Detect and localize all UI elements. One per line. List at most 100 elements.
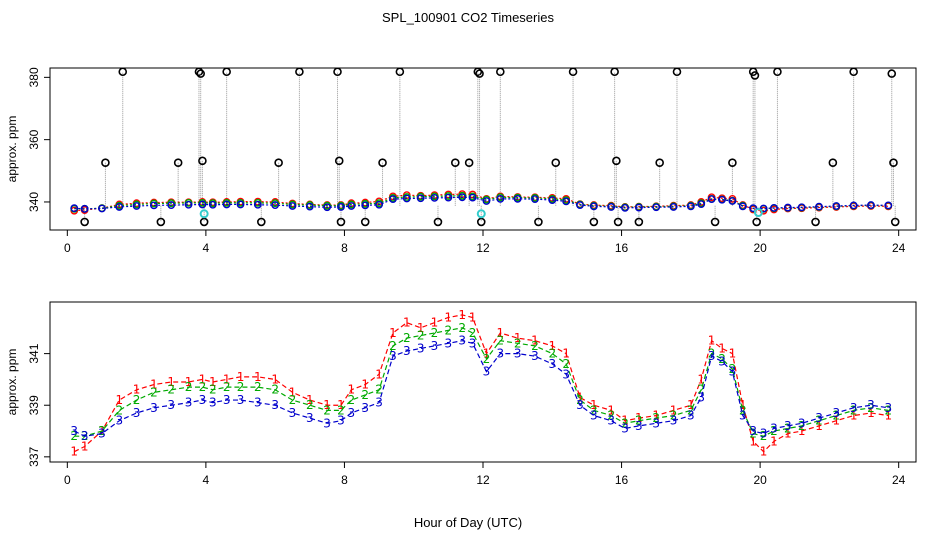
bottom-series-1-point: 1 xyxy=(548,339,556,353)
top-series-3-point xyxy=(513,194,522,203)
bottom-series-1-point: 1 xyxy=(531,334,539,348)
spike-point xyxy=(534,217,543,227)
top-series-3-point xyxy=(815,202,823,211)
bottom-series-2-point: 2 xyxy=(431,326,439,340)
spike-point xyxy=(828,158,838,168)
bottom-series-2-point: 2 xyxy=(458,321,466,335)
bottom-series-1-point: 1 xyxy=(289,385,297,399)
bottom-series-3-point: 3 xyxy=(850,401,858,415)
spike-point xyxy=(887,69,897,78)
bottom-series-1-point: 1 xyxy=(739,398,747,412)
spike-point xyxy=(655,158,664,168)
bottom-series-3-point: 3 xyxy=(115,414,123,428)
spike-point xyxy=(336,217,346,227)
bottom-series-2-point: 2 xyxy=(337,403,345,417)
top-series-3-point xyxy=(236,200,245,209)
bottom-series-3-point: 3 xyxy=(348,406,356,420)
spike-point xyxy=(395,67,405,77)
bottom-series-1-point: 1 xyxy=(652,409,660,423)
bottom-series-3-point: 3 xyxy=(621,421,629,435)
top-series-3-point xyxy=(576,201,584,209)
bottom-series-1-point: 1 xyxy=(271,372,279,386)
bottom-series-3-point: 3 xyxy=(167,398,175,412)
top-series-3-point xyxy=(198,200,207,209)
x-axis-label: Hour of Day (UTC) xyxy=(414,515,522,530)
bottom-series-2-point: 2 xyxy=(403,331,411,345)
bottom-series-3-point: 3 xyxy=(209,396,217,410)
bottom-series-3-point: 3 xyxy=(306,411,314,425)
bottom-series-1-point: 1 xyxy=(760,445,768,459)
top-series-3-point xyxy=(607,203,616,211)
bottom-series-2-point: 2 xyxy=(784,421,792,435)
bottom-series-2-point: 2 xyxy=(739,403,747,417)
spike-point xyxy=(196,69,205,78)
bottom-series-2-point: 2 xyxy=(697,383,705,397)
bottom-series-2-point: 2 xyxy=(254,380,262,394)
bottom-series-1-point: 1 xyxy=(337,398,345,412)
spike-point xyxy=(334,156,344,166)
top-panel: approx. ppm 0 4 8 12 16 20 24 340 360 380 xyxy=(5,67,917,255)
bottom-series-2-point: 2 xyxy=(815,414,823,428)
bottom-series-1-point: 1 xyxy=(562,347,570,361)
top-x-tick-label: 12 xyxy=(476,241,490,255)
spike-point xyxy=(199,217,209,227)
top-series-3-point xyxy=(375,200,383,209)
bottom-series-3-point: 3 xyxy=(337,414,345,428)
top-series-3-point xyxy=(305,202,314,211)
bottom-series-1-point: 1 xyxy=(798,424,806,438)
top-series-3-point xyxy=(184,200,193,209)
bottom-series-1-point: 1 xyxy=(70,445,78,459)
top-series-3-point xyxy=(430,194,439,202)
bottom-series-2-point: 2 xyxy=(445,323,453,337)
top-series-3-point xyxy=(562,197,571,206)
top-x-tick-label: 8 xyxy=(341,241,348,255)
bottom-series-2-point: 2 xyxy=(348,393,356,407)
bottom-series-1-point: 1 xyxy=(590,398,598,412)
bottom-series-3-point: 3 xyxy=(469,336,477,350)
top-series-3-point xyxy=(832,202,841,210)
top-y-tick-label: 360 xyxy=(27,129,41,149)
bottom-series-3-point: 3 xyxy=(708,349,716,363)
top-x-tick-label: 16 xyxy=(615,241,629,255)
top-series-3-point xyxy=(589,202,598,211)
bottom-series-3-point: 3 xyxy=(223,393,231,407)
bottom-series-3-point: 3 xyxy=(445,336,453,350)
spike-point xyxy=(464,158,474,168)
spike-point xyxy=(890,217,900,227)
spike-point xyxy=(710,217,720,227)
top-series-3-point xyxy=(669,203,678,211)
bottom-series-2-point: 2 xyxy=(115,403,123,417)
bottom-x-tick-label: 20 xyxy=(753,473,767,487)
bottom-series-1-point: 1 xyxy=(697,372,705,386)
top-raw-sample-spikes xyxy=(80,67,900,227)
bottom-series-2-point: 2 xyxy=(167,383,175,397)
bottom-series-3-point: 3 xyxy=(199,393,207,407)
bottom-series-1-point: 1 xyxy=(209,375,217,389)
top-series-3-point xyxy=(867,201,875,209)
bottom-series-3-point: 3 xyxy=(815,411,823,425)
bottom-series-3-point: 3 xyxy=(417,341,425,355)
top-series-3-point xyxy=(253,200,262,209)
top-series-3-point xyxy=(548,196,557,204)
bottom-series-2-point: 2 xyxy=(729,362,737,376)
spike-point xyxy=(589,217,599,227)
spike-point xyxy=(473,67,483,77)
spike-point xyxy=(750,71,760,80)
spike-point xyxy=(610,67,619,77)
bottom-series-1-point: 1 xyxy=(850,409,858,423)
bottom-series-2-point: 2 xyxy=(514,336,522,350)
bottom-series-3-point: 3 xyxy=(150,401,158,415)
bottom-series-1-point: 1 xyxy=(306,393,314,407)
top-series-3-point xyxy=(288,202,297,210)
top-series-3-point xyxy=(783,203,792,212)
spike-point xyxy=(476,217,486,227)
top-series-3-point xyxy=(621,203,629,212)
bottom-series-3-point: 3 xyxy=(496,347,504,361)
bottom-series-2-point: 2 xyxy=(70,429,78,443)
bottom-series-3-point: 3 xyxy=(867,398,875,412)
bottom-series-2-point: 2 xyxy=(770,424,778,438)
bottom-series-1-line xyxy=(73,314,889,453)
bottom-series-3-point: 3 xyxy=(548,357,556,371)
bottom-series-1-point: 1 xyxy=(770,434,778,448)
